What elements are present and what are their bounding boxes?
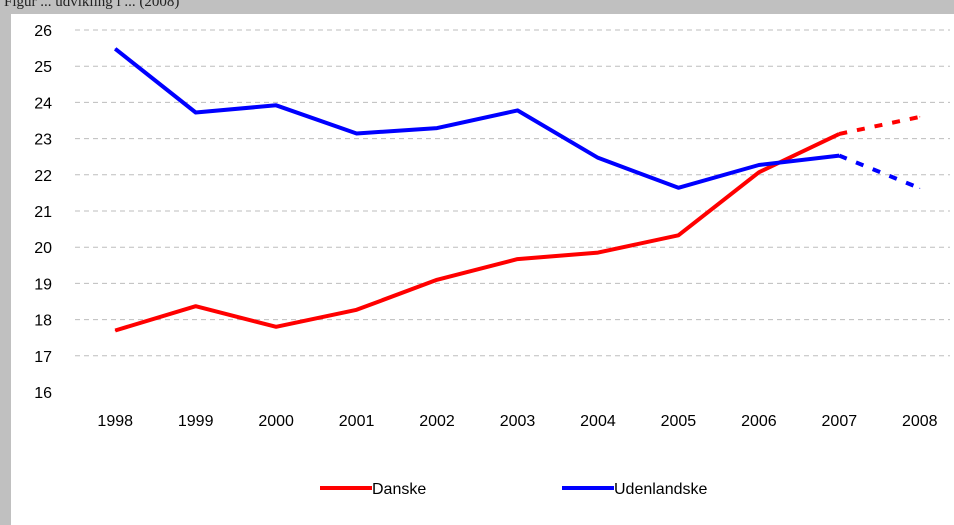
data-point	[356, 133, 358, 135]
y-tick-label: 20	[34, 240, 52, 257]
x-tick-label: 2001	[339, 413, 375, 430]
x-tick-label: 2005	[661, 413, 697, 430]
x-tick-label: 2003	[500, 413, 536, 430]
x-tick-label: 1998	[97, 413, 133, 430]
data-point	[436, 127, 438, 129]
x-tick-label: 2004	[580, 413, 616, 430]
data-point	[838, 155, 840, 157]
y-tick-label: 26	[34, 23, 52, 40]
data-point	[195, 112, 197, 114]
x-tick-label: 2007	[822, 413, 858, 430]
y-tick-label: 17	[34, 349, 52, 366]
data-point	[275, 104, 277, 106]
data-point	[597, 252, 599, 254]
y-tick-label: 18	[34, 313, 52, 330]
series-line-danske	[114, 132, 841, 333]
y-tick-label: 21	[34, 204, 52, 221]
legend: Danske Udenlandske	[320, 481, 708, 498]
data-point	[356, 309, 358, 311]
data-point	[677, 234, 679, 236]
data-point	[436, 279, 438, 281]
y-axis-ticks: 16 17 18 19 20 21 22 23 24 25 26	[34, 23, 52, 402]
y-tick-label: 19	[34, 276, 52, 293]
y-tick-label: 23	[34, 132, 52, 149]
data-point	[517, 258, 518, 260]
chart-caption: Figur ... udvikling i ... (2008)	[4, 0, 180, 10]
x-tick-label: 1999	[178, 413, 214, 430]
gridlines	[75, 29, 950, 357]
data-point	[114, 48, 116, 50]
x-tick-label: 2002	[419, 413, 455, 430]
data-point	[919, 116, 921, 118]
data-point	[838, 133, 840, 135]
y-tick-label: 24	[34, 95, 52, 112]
series-projection-udenlandske	[838, 153, 921, 191]
data-point	[195, 305, 197, 307]
series-projection-danske	[838, 114, 921, 136]
x-axis-ticks: 1998 1999 2000 2001 2002 2003 2004 2005 2006 2007…	[97, 413, 937, 430]
y-tick-label: 25	[34, 59, 52, 76]
series-lines	[113, 47, 921, 333]
data-point	[517, 109, 518, 111]
x-tick-label: 2000	[258, 413, 294, 430]
data-point	[758, 164, 760, 166]
y-tick-label: 16	[34, 385, 52, 402]
data-point	[597, 157, 599, 159]
data-point	[275, 326, 277, 328]
legend-label: Danske	[372, 481, 426, 498]
data-point	[677, 187, 679, 189]
data-point	[758, 171, 760, 173]
y-tick-label: 22	[34, 168, 52, 185]
series-line-udenlandske	[113, 47, 840, 190]
data-point	[114, 329, 116, 331]
data-point	[919, 187, 921, 189]
x-tick-label: 2006	[741, 413, 777, 430]
legend-label: Udenlandske	[614, 481, 708, 498]
x-tick-label: 2008	[902, 413, 938, 430]
